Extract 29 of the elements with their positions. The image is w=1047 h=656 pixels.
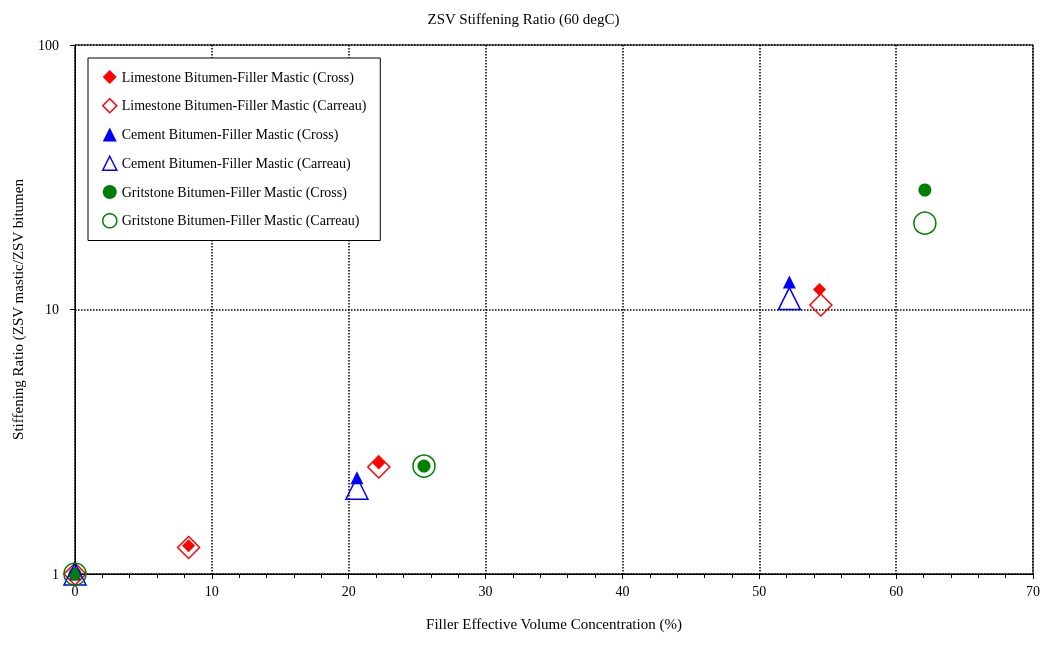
point <box>367 455 391 479</box>
y-tick-label: 10 <box>45 302 59 317</box>
chart-title: ZSV Stiffening Ratio (60 degC) <box>427 10 620 28</box>
legend-label: Cement Bitumen-Filler Mastic (Carreau) <box>121 155 352 172</box>
legend-label: Limestone Bitumen-Filler Mastic (Cross) <box>121 69 355 86</box>
point <box>782 275 796 289</box>
x-tick-label: 0 <box>71 583 79 599</box>
legend-label: Gritstone Bitumen-Filler Mastic (Cross) <box>121 184 348 201</box>
x-tick-label: 30 <box>478 583 493 599</box>
point <box>176 535 201 560</box>
point <box>913 211 937 235</box>
x-tick-label: 10 <box>204 583 219 599</box>
y-tick-label: 1 <box>52 566 59 582</box>
y-tick-label: 100 <box>38 37 59 53</box>
point <box>412 454 436 478</box>
x-tick-label: 60 <box>889 583 904 599</box>
legend-label: Gritstone Bitumen-Filler Mastic (Carreau) <box>121 213 360 230</box>
point <box>918 183 932 197</box>
x-tick-label: 40 <box>615 583 630 599</box>
legend-label: Limestone Bitumen-Filler Mastic (Carreau) <box>121 98 367 115</box>
x-tick-label: 50 <box>752 583 767 599</box>
y-axis-title: Stiffening Ratio (ZSV mastic/ZSV bitumen <box>9 178 27 440</box>
legend-label: Cement Bitumen-Filler Mastic (Cross) <box>121 127 339 143</box>
point <box>809 293 833 317</box>
x-axis-title: Filler Effective Volume Concentration (%) <box>426 615 682 633</box>
point <box>813 283 826 297</box>
x-tick-label: 20 <box>341 583 356 599</box>
x-tick-label: 70 <box>1026 583 1040 599</box>
point <box>777 286 802 311</box>
